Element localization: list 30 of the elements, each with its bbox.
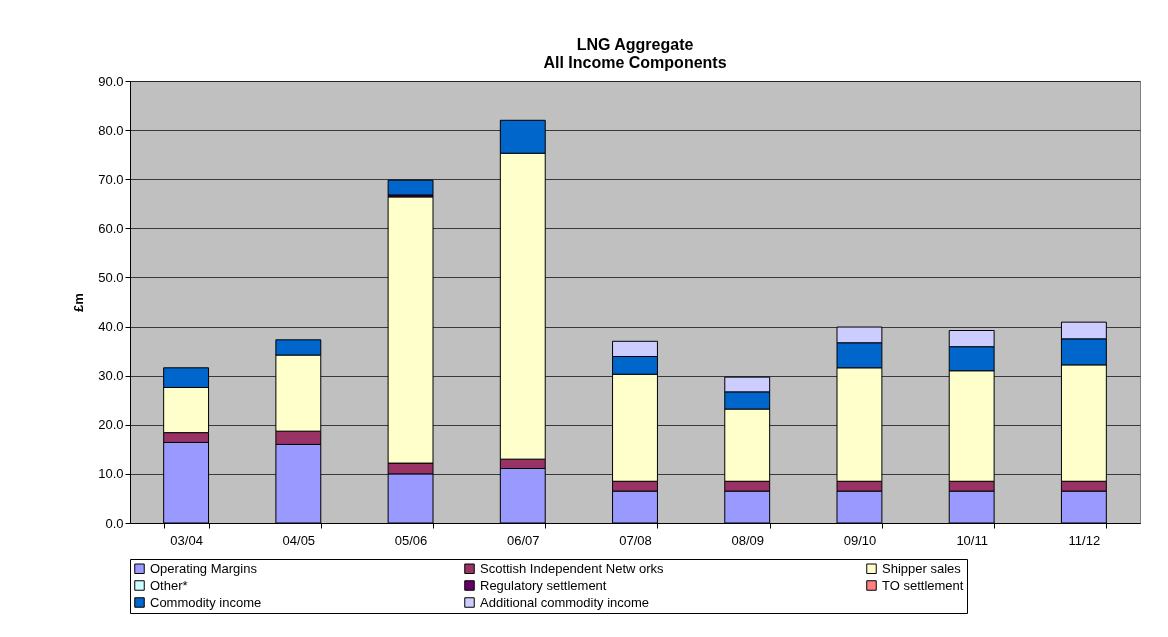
x-tick-label: 09/10 [843,532,877,548]
x-tick-label: 05/06 [394,532,428,548]
y-tick-label: 70.0 [98,171,124,187]
legend-label: Other* [150,577,188,593]
x-tick-label: 10/11 [956,532,988,548]
x-tick-label: 08/09 [731,532,764,548]
y-tick-label: 10.0 [98,466,124,482]
y-tick-label: 30.0 [98,368,124,384]
y-tick-label: 0.0 [105,515,124,531]
legend-label: Additional commodity income [480,594,650,610]
y-tick-label: 90.0 [98,73,124,89]
legend-label: Shipper sales [882,560,962,576]
chart-subtitle: All Income Components [543,54,727,71]
legend-label: Operating Margins [150,560,258,576]
y-tick-label: 80.0 [98,122,124,138]
chart-title: LNG Aggregate [576,36,694,53]
y-tick-label: 50.0 [98,269,124,285]
legend-label: Scottish Independent Netw orks [480,560,665,576]
x-tick-label: 06/07 [507,532,540,548]
x-tick-label: 11/12 [1068,532,1101,548]
y-tick-label: 20.0 [98,417,124,433]
legend-label: Commodity income [150,594,262,610]
x-tick-label: 04/05 [282,532,316,548]
legend-label: TO settlement [882,577,964,593]
y-axis-title: £m [71,293,87,312]
x-tick-label: 03/04 [170,532,203,548]
y-tick-label: 40.0 [98,319,124,335]
x-tick-label: 07/08 [619,532,652,548]
legend-label: Regulatory settlement [480,577,607,593]
y-tick-label: 60.0 [98,220,124,236]
